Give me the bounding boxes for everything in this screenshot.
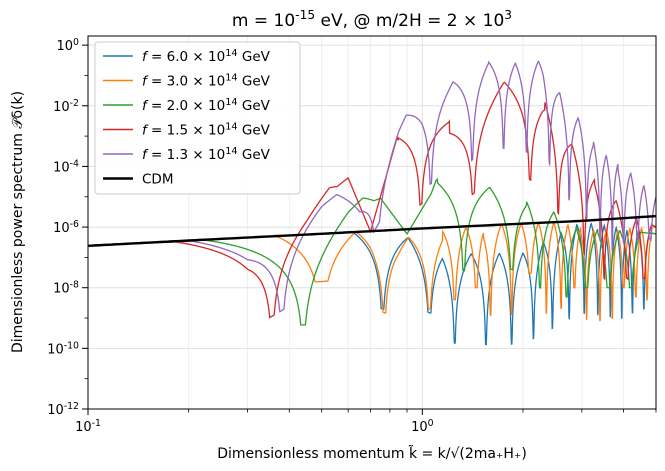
x-tick-label: 100 <box>411 418 434 436</box>
series-line-5 <box>88 214 656 248</box>
legend-box <box>94 41 301 195</box>
y-tick-label: 100 <box>57 37 80 55</box>
y-tick-label: 10-12 <box>47 401 79 419</box>
legend-entry-3: f = 1.5 × 1014 GeV <box>142 121 271 139</box>
chart-title: m = 10-15 eV, @ m/2H = 2 × 103 <box>232 8 512 31</box>
legend-entry-0: f = 6.0 × 1014 GeV <box>142 48 271 66</box>
legend-entry-1: f = 3.0 × 1014 GeV <box>142 72 271 90</box>
series-layer <box>88 60 656 346</box>
y-tick-label: 10-4 <box>53 158 79 176</box>
plot-frame <box>87 35 657 410</box>
x-axis-label: Dimensionless momentum k̃ = k/√(2ma₊H₊) <box>217 445 527 462</box>
series-line-3 <box>88 81 656 319</box>
y-tick-label: 10-8 <box>53 279 79 297</box>
legend-entry-2: f = 2.0 × 1014 GeV <box>142 97 271 115</box>
y-axis-label: Dimensionless power spectrum 𝒫δ(k) <box>10 91 26 353</box>
ticks: 10-1 100 10-12 10-10 10-8 10-6 10-4 10-2 100 <box>47 37 657 436</box>
legend-entry-5: CDM <box>142 172 173 188</box>
y-tick-label: 10-6 <box>53 219 79 237</box>
y-tick-label: 10-10 <box>47 340 79 358</box>
x-tick-label: 10-1 <box>75 418 101 436</box>
y-tick-label: 10-2 <box>53 97 79 115</box>
legend-entry-4: f = 1.3 × 1014 GeV <box>142 146 271 164</box>
legend: f = 6.0 × 1014 GeV f = 3.0 × 1014 GeV f = … <box>94 41 301 195</box>
